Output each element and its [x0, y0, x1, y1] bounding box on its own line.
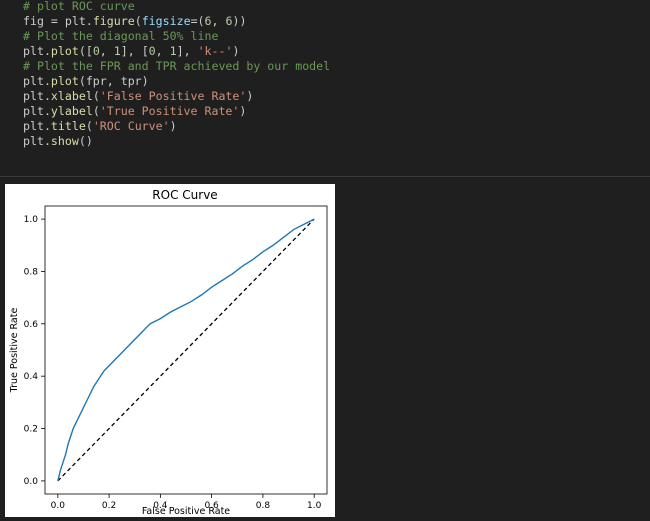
- code-token: ): [232, 44, 240, 58]
- code-token: ylabel: [50, 104, 93, 118]
- x-tick-label: 0.4: [153, 501, 168, 511]
- code-line[interactable]: fig = plt.figure(figsize=(6, 6)): [23, 14, 246, 29]
- y-tick-label: 0.2: [24, 425, 38, 435]
- code-line[interactable]: plt.show(): [23, 134, 93, 149]
- code-token: show: [50, 134, 79, 148]
- code-token: (): [78, 134, 93, 148]
- code-token: (fpr, tpr): [78, 74, 149, 88]
- y-tick-label: 0.6: [24, 320, 39, 330]
- code-line[interactable]: # plot ROC curve: [23, 0, 135, 14]
- code-token: =(: [190, 14, 205, 28]
- code-line[interactable]: plt.ylabel('True Positive Rate'): [23, 104, 246, 119]
- code-token: plt.: [23, 104, 51, 118]
- code-token: xlabel: [50, 89, 93, 103]
- diagonal-reference-line: [57, 218, 315, 482]
- code-token: (: [92, 104, 100, 118]
- code-token: 'False Positive Rate': [99, 89, 247, 103]
- code-token: ([: [78, 44, 93, 58]
- code-token: 1: [169, 44, 177, 58]
- roc-curve-line: [57, 218, 315, 482]
- roc-chart: ROC Curve 0.0 0.2 0.4 0.6 0.8 1.0 0.00.20.40.…: [5, 184, 335, 517]
- code-line[interactable]: plt.title('ROC Curve'): [23, 119, 177, 134]
- code-token: plot: [50, 44, 79, 58]
- code-token: (: [134, 14, 142, 28]
- x-tick-label: 1.0: [307, 501, 322, 511]
- x-tick-label: 0.8: [256, 501, 271, 511]
- x-tick-label: 0.6: [204, 501, 219, 511]
- code-token: ], [: [120, 44, 149, 58]
- y-tick-label: 1.0: [24, 215, 39, 225]
- code-token: 0: [148, 44, 156, 58]
- code-line[interactable]: # Plot the diagonal 50% line: [23, 29, 218, 44]
- code-token: # plot ROC curve: [23, 0, 135, 13]
- code-token: plt.: [23, 44, 51, 58]
- code-token: # Plot the FPR and TPR achieved by our m…: [23, 59, 331, 73]
- code-token: 6: [204, 14, 212, 28]
- code-line[interactable]: plt.xlabel('False Positive Rate'): [23, 89, 253, 104]
- code-token: plt.: [23, 89, 51, 103]
- code-token: 'k--': [197, 44, 233, 58]
- code-token: title: [50, 119, 86, 133]
- code-token: ): [239, 104, 247, 118]
- code-token: 'ROC Curve': [92, 119, 170, 133]
- code-token: figsize: [141, 14, 191, 28]
- code-token: ): [169, 119, 177, 133]
- figure-background: [5, 184, 335, 517]
- x-tick-label: 0.2: [102, 501, 116, 511]
- code-token: ): [246, 89, 254, 103]
- code-token: 1: [113, 44, 121, 58]
- x-tick-label: 0.0: [51, 501, 66, 511]
- code-token: (: [85, 119, 93, 133]
- code-token: ],: [176, 44, 198, 58]
- code-token: # Plot the diagonal 50% line: [23, 29, 219, 43]
- code-token: plot: [50, 74, 79, 88]
- chart-title: ROC Curve: [152, 188, 217, 202]
- y-axis-ticks: 0.0 0.2 0.4 0.6 0.8 1.0: [24, 215, 45, 487]
- y-tick-label: 0.8: [24, 267, 39, 277]
- series-layer: [57, 218, 315, 482]
- code-line[interactable]: plt.plot([0, 1], [0, 1], 'k--'): [23, 44, 239, 59]
- y-tick-label: 0.4: [24, 372, 39, 382]
- code-token: figure: [92, 14, 135, 28]
- code-token: )): [232, 14, 247, 28]
- x-axis-ticks: 0.0 0.2 0.4 0.6 0.8 1.0: [51, 494, 322, 511]
- code-line[interactable]: # Plot the FPR and TPR achieved by our m…: [23, 59, 330, 74]
- code-token: (: [92, 89, 100, 103]
- code-token: ,: [99, 44, 114, 58]
- plot-figure: ROC Curve 0.0 0.2 0.4 0.6 0.8 1.0 0.0 0.2 0.4 0.…: [5, 184, 335, 517]
- code-token: fig = plt.: [23, 14, 93, 28]
- code-token: plt.: [23, 119, 51, 133]
- y-tick-label: 0.0: [24, 477, 39, 487]
- code-token: plt.: [23, 134, 51, 148]
- axes-frame: [44, 205, 328, 495]
- code-token: 'True Positive Rate': [99, 104, 240, 118]
- code-token: plt.: [23, 74, 51, 88]
- code-token: ,: [155, 44, 170, 58]
- y-axis-label: True Positive Rate: [9, 308, 20, 394]
- cell-divider: [0, 176, 650, 177]
- code-cell[interactable]: # plot ROC curve fig = plt.figure(figsize…: [0, 0, 650, 165]
- code-token: ,: [211, 14, 226, 28]
- code-line[interactable]: plt.plot(fpr, tpr): [23, 74, 149, 89]
- code-token: 6: [225, 14, 233, 28]
- code-token: 0: [92, 44, 100, 58]
- x-axis-label: False Positive Rate: [142, 506, 230, 517]
